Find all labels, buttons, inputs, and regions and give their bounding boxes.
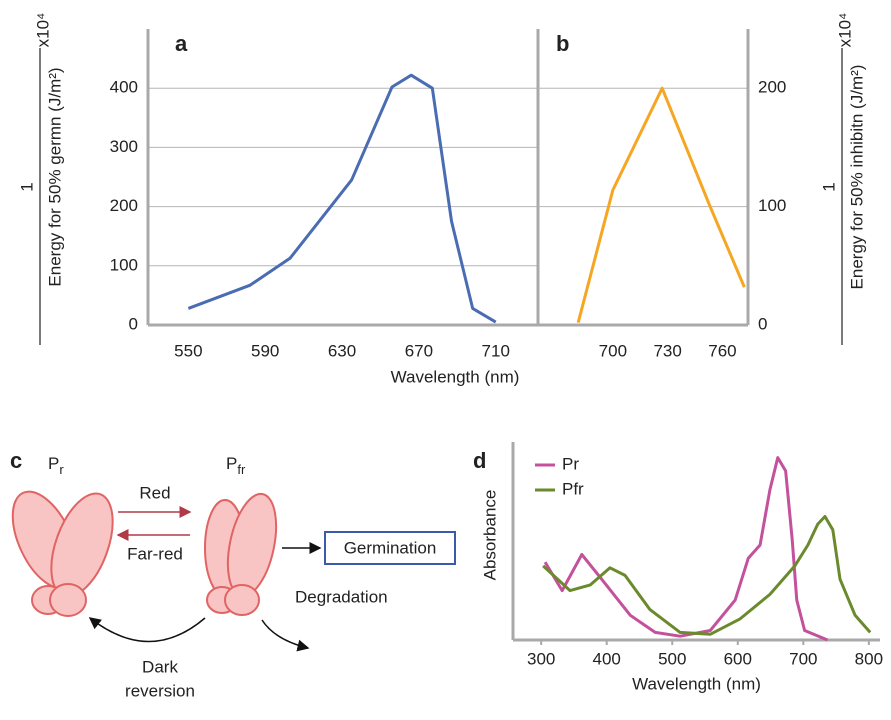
degradation-arrow (261, 619, 310, 652)
panel-label: a (175, 31, 188, 56)
x-axis-label: Wavelength (nm) (632, 674, 761, 693)
legend-label: Pfr (562, 479, 584, 498)
data-line (576, 86, 746, 324)
pfr-protein (204, 492, 278, 616)
panel-label: c (10, 448, 22, 473)
x-tick-label: 590 (251, 341, 279, 360)
y-tick-label: 200 (758, 78, 786, 97)
x-tick-label: 600 (724, 649, 752, 668)
x-tick-label: 710 (482, 341, 510, 360)
legend-label: Pr (562, 454, 579, 473)
red-label: Red (139, 483, 170, 502)
y-axis-label-numerator: 1 (819, 182, 838, 191)
y-tick-label: 300 (110, 137, 138, 156)
y-axis-label: Absorbance (480, 490, 499, 581)
x-tick-label: 400 (593, 649, 621, 668)
data-line (543, 456, 829, 642)
y-axis-label-numerator: 1 (17, 182, 36, 191)
y-axis-label: Energy for 50% inhibitn (J/m²) (847, 65, 866, 290)
y-tick-label: 0 (129, 314, 138, 333)
x-tick-label: 700 (789, 649, 817, 668)
panel-label: d (473, 448, 486, 473)
y-axis-label: Energy for 50% germn (J/m²) (45, 67, 64, 286)
y-axis-multiplier: x10⁴ (835, 13, 854, 48)
data-line (187, 73, 497, 324)
dark-reversion-label: reversion (125, 681, 195, 700)
x-tick-label: 630 (328, 341, 356, 360)
y-tick-label: 100 (758, 196, 786, 215)
x-tick-label: 300 (527, 649, 555, 668)
x-tick-label: 760 (708, 341, 736, 360)
diagram-c: c Pr Pfr Red Far-red Germination Degrada… (10, 448, 456, 700)
x-tick-label: 670 (405, 341, 433, 360)
x-tick-label: 500 (658, 649, 686, 668)
x-tick-label: 730 (653, 341, 681, 360)
x-tick-label: 800 (855, 649, 883, 668)
y-tick-label: 400 (110, 78, 138, 97)
dark-reversion-arrow (88, 617, 206, 643)
germination-label: Germination (344, 538, 437, 557)
x-axis-label: Wavelength (nm) (391, 367, 520, 386)
pr-protein (11, 490, 114, 617)
germination-box (324, 531, 456, 565)
dark-reversion-label: Dark (142, 657, 178, 676)
y-tick-label: 0 (758, 314, 767, 333)
x-tick-label: 700 (599, 341, 627, 360)
y-tick-label: 100 (110, 255, 138, 274)
y-axis-multiplier: x10⁴ (33, 13, 52, 48)
pr-label: Pr (48, 454, 64, 477)
degradation-label: Degradation (295, 587, 388, 606)
far-red-label: Far-red (127, 544, 183, 563)
pfr-label: Pfr (226, 454, 246, 477)
y-tick-label: 200 (110, 196, 138, 215)
panel-label: b (556, 31, 569, 56)
data-line (542, 515, 872, 636)
x-tick-label: 550 (174, 341, 202, 360)
